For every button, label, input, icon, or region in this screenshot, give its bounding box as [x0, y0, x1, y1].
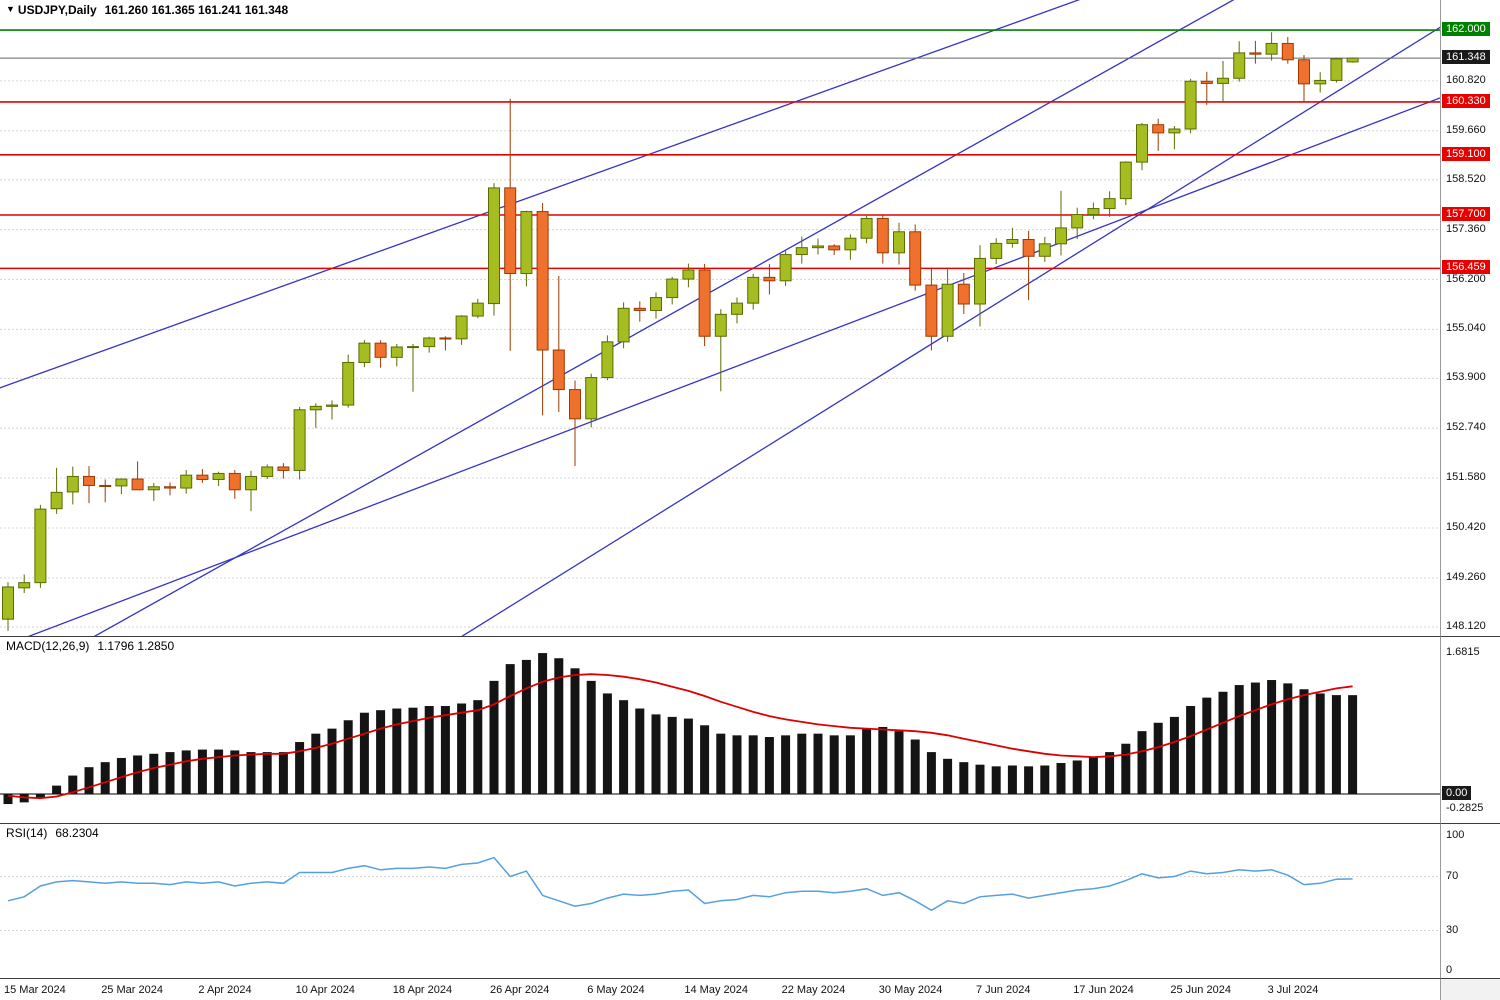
macd-axis-label: 1.6815 [1446, 646, 1480, 659]
price-grid-label: 152.740 [1446, 421, 1486, 434]
macd-values: 1.1796 1.2850 [97, 639, 175, 653]
price-level-badge: 157.700 [1442, 207, 1490, 221]
time-axis-label: 26 Apr 2024 [490, 984, 550, 996]
macd-axis[interactable]: 1.6815 0.00 -0.2825 [1440, 636, 1500, 823]
time-axis-label: 3 Jul 2024 [1267, 984, 1319, 996]
symbol-period-label: USDJPY,Daily [17, 3, 97, 17]
price-level-badge: 161.348 [1442, 50, 1490, 65]
price-grid-label: 155.040 [1446, 322, 1486, 335]
macd-canvas[interactable] [0, 637, 1440, 822]
symbol-dropdown-icon[interactable]: ▼ [6, 4, 15, 14]
price-grid-label: 149.260 [1446, 570, 1486, 583]
rsi-axis-label: 70 [1446, 869, 1459, 882]
macd-name: MACD(12,26,9) [6, 639, 90, 653]
price-grid-label: 159.660 [1446, 123, 1486, 136]
macd-zero-badge: 0.00 [1442, 786, 1472, 800]
time-axis-label: 15 Mar 2024 [4, 984, 66, 996]
time-axis-label: 10 Apr 2024 [295, 984, 355, 996]
main-chart-canvas[interactable] [0, 0, 1440, 636]
macd-indicator-label: MACD(12,26,9) 1.1796 1.2850 [6, 639, 174, 653]
rsi-value: 68.2304 [55, 826, 99, 840]
price-grid-label: 153.900 [1446, 371, 1486, 384]
time-axis-label: 6 May 2024 [587, 984, 645, 996]
main-chart-pane [0, 0, 1440, 636]
macd-axis-label: -0.2825 [1446, 802, 1484, 814]
axis-corner [1440, 978, 1500, 1000]
price-level-badge: 159.100 [1442, 146, 1490, 161]
rsi-name: RSI(14) [6, 826, 48, 840]
rsi-axis-label: 0 [1446, 964, 1453, 976]
time-axis-label: 18 Apr 2024 [392, 984, 453, 996]
price-grid-label: 157.360 [1446, 222, 1486, 235]
chart-header: ▼ USDJPY,Daily 161.260 161.365 161.241 161… [6, 3, 288, 17]
ohlc-readout: 161.260 161.365 161.241 161.348 [104, 3, 289, 17]
rsi-pane [0, 823, 1440, 979]
price-grid-label: 160.820 [1446, 73, 1486, 86]
time-axis[interactable]: 15 Mar 2024 25 Mar 2024 2 Apr 2024 10 Apr 2… [0, 978, 1440, 1000]
rsi-axis-label: 100 [1446, 829, 1465, 841]
time-axis-label: 30 May 2024 [878, 984, 943, 996]
rsi-axis[interactable]: 100 70 30 0 [1440, 823, 1500, 979]
price-grid-label: 148.120 [1446, 619, 1486, 632]
time-axis-label: 25 Mar 2024 [101, 984, 163, 996]
macd-pane [0, 636, 1440, 823]
time-axis-label: 7 Jun 2024 [976, 984, 1031, 996]
price-grid-label: 151.580 [1446, 471, 1486, 484]
price-level-badge: 160.330 [1442, 93, 1490, 108]
time-axis-label: 17 Jun 2024 [1073, 984, 1134, 996]
rsi-indicator-label: RSI(14) 68.2304 [6, 826, 99, 840]
price-axis[interactable]: 160.820 159.660 158.520 157.360 156.200 155.0… [1440, 0, 1500, 636]
time-axis-label: 2 Apr 2024 [198, 984, 252, 996]
rsi-canvas[interactable] [0, 824, 1440, 978]
price-level-badge: 156.459 [1442, 260, 1490, 275]
time-axis-label: 14 May 2024 [684, 984, 748, 996]
time-axis-label: 25 Jun 2024 [1170, 984, 1231, 996]
time-axis-label: 22 May 2024 [781, 984, 846, 996]
price-level-badge: 162.000 [1442, 22, 1490, 37]
rsi-axis-label: 30 [1446, 923, 1459, 936]
price-grid-label: 158.520 [1446, 172, 1486, 185]
price-grid-label: 150.420 [1446, 521, 1486, 534]
price-grid-label: 156.200 [1446, 272, 1486, 285]
